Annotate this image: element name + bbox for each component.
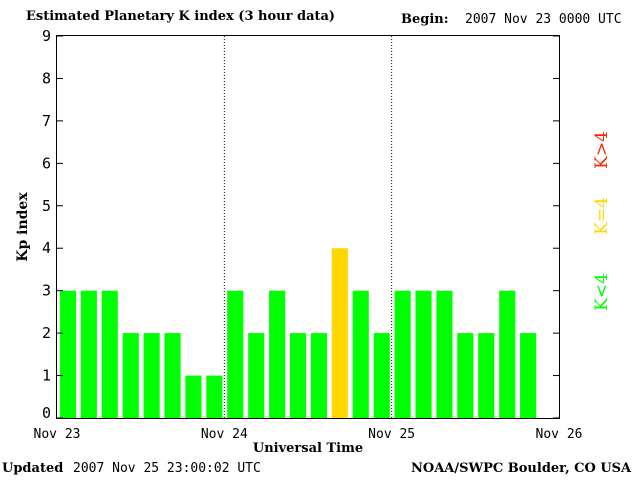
kp-bar bbox=[520, 333, 537, 418]
kp-bar bbox=[352, 290, 369, 418]
updated-label: Updated bbox=[2, 461, 64, 476]
kp-bar bbox=[415, 290, 432, 418]
plot-frame bbox=[56, 35, 560, 419]
y-tick-label: 6 bbox=[42, 154, 51, 172]
kp-bar bbox=[310, 333, 327, 418]
source-credit: NOAA/SWPC Boulder, CO USA bbox=[411, 461, 632, 476]
kp-bar bbox=[164, 333, 181, 418]
y-tick-label: 4 bbox=[42, 239, 51, 257]
y-tick-label: 7 bbox=[42, 112, 51, 130]
x-tick-label: Nov 26 bbox=[536, 427, 583, 442]
y-axis-ticks: 0 1 2 3 4 5 6 7 8 9 bbox=[42, 27, 559, 422]
x-axis-label: Universal Time bbox=[253, 441, 363, 456]
kp-bar bbox=[122, 333, 139, 418]
x-axis-ticks: Nov 23 Nov 24 Nov 25 Nov 26 bbox=[34, 427, 583, 442]
kp-bar bbox=[101, 290, 118, 418]
kp-bar bbox=[373, 333, 390, 418]
kp-bar bbox=[394, 290, 411, 418]
kp-bar bbox=[248, 333, 265, 418]
begin-value: 2007 Nov 23 0000 UTC bbox=[465, 12, 622, 27]
begin-label: Begin: bbox=[401, 12, 449, 27]
kp-bar bbox=[290, 333, 307, 418]
bars-group bbox=[59, 248, 537, 418]
chart-title: Estimated Planetary K index (3 hour data… bbox=[26, 9, 336, 24]
y-tick-label: 1 bbox=[42, 367, 51, 385]
legend: K>4 K=4 K<4 bbox=[592, 131, 612, 311]
y-axis-label: Kp index bbox=[15, 192, 31, 262]
legend-equal: K=4 bbox=[592, 197, 612, 235]
y-tick-label: 8 bbox=[42, 69, 51, 87]
kp-bar bbox=[59, 290, 76, 418]
day-separators bbox=[223, 36, 393, 418]
kp-bar bbox=[499, 290, 516, 418]
x-tick-label: Nov 23 bbox=[34, 427, 81, 442]
x-tick-label: Nov 24 bbox=[201, 427, 248, 442]
kp-bar bbox=[143, 333, 160, 418]
kp-bar bbox=[227, 290, 244, 418]
kp-bar bbox=[269, 290, 286, 418]
kp-bar bbox=[80, 290, 97, 418]
kp-bar bbox=[331, 248, 348, 418]
y-tick-label: 2 bbox=[42, 324, 51, 342]
y-tick-label: 0 bbox=[42, 404, 51, 422]
y-tick-label: 3 bbox=[42, 282, 51, 300]
y-tick-label: 5 bbox=[42, 197, 51, 215]
kp-bar bbox=[478, 333, 495, 418]
y-tick-label: 9 bbox=[42, 27, 51, 45]
kp-bar bbox=[436, 290, 453, 418]
x-tick-label: Nov 25 bbox=[368, 427, 415, 442]
legend-high: K>4 bbox=[592, 131, 612, 169]
kp-bar bbox=[185, 375, 202, 418]
updated-value: 2007 Nov 25 23:00:02 UTC bbox=[73, 461, 261, 476]
kp-bar bbox=[457, 333, 474, 418]
legend-low: K<4 bbox=[592, 273, 612, 311]
kp-bar bbox=[206, 375, 223, 418]
